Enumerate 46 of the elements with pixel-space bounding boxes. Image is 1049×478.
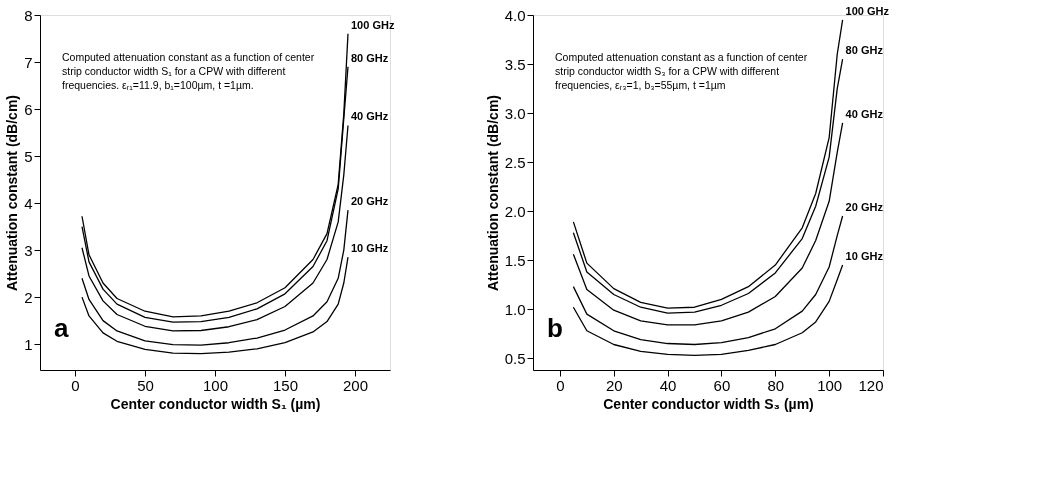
series-label: 80 GHz [845,44,884,57]
annotation: b [547,313,563,343]
y-tick-label: 7 [24,53,33,71]
series-label: 100 GHz [845,4,890,17]
x-tick-label: 200 [342,376,369,394]
y-tick-label: 2.0 [504,202,526,220]
x-axis-title: Center conductor width S₃ (µm) [603,395,814,412]
series-label: 40 GHz [351,110,389,123]
series-label: 40 GHz [845,107,884,120]
y-tick-label: 6 [24,100,33,118]
y-axis-title: Attenuation constant (dB/cm) [484,95,501,291]
x-tick-label: 20 [605,376,623,394]
y-tick-label: 3.0 [504,104,526,122]
annotation: a [54,313,69,343]
y-tick-label: 8 [24,6,33,24]
y-tick-label: 1.5 [504,251,526,269]
x-tick-label: 100 [202,376,229,394]
y-tick-label: 0.5 [504,349,526,367]
annotation: Computed attenuation constant as a function of center strip conductor width S₁ for a CPW with different frequencies. εᵣ₁=11.9, b₁=100µm, t =1µm. [62,51,315,91]
x-tick-label: 0 [556,376,565,394]
y-tick-label: 3 [24,241,33,259]
y-tick-label: 4.0 [504,6,526,24]
y-tick-label: 5 [24,147,33,165]
y-tick-label: 2.5 [504,153,526,171]
x-tick-label: 100 [817,376,843,394]
x-tick-label: 80 [767,376,785,394]
x-tick-label: 150 [272,376,299,394]
series-label: 80 GHz [351,51,389,64]
x-axis-title: Center conductor width S₁ (µm) [110,395,321,412]
y-axis-title: Attenuation constant (dB/cm) [4,95,21,291]
x-tick-label: 0 [71,376,80,394]
series-label: 10 GHz [845,250,884,263]
series-label: 100 GHz [351,18,395,31]
series-label: 20 GHz [351,195,389,208]
y-tick-label: 2 [24,288,33,306]
y-tick-label: 1.0 [504,300,526,318]
series-label: 10 GHz [351,242,389,255]
annotation: Computed attenuation constant as a function of center strip conductor width S₃ for a CPW with different frequencies, εᵣ₃=1, b₃=55µm, t =1µm [555,51,808,91]
series-label: 20 GHz [845,201,884,214]
x-tick-label: 40 [659,376,677,394]
x-tick-label: 60 [713,376,731,394]
y-tick-label: 4 [24,194,33,212]
y-tick-label: 3.5 [504,55,526,73]
x-tick-label: 120 [858,376,884,394]
y-tick-label: 1 [24,335,33,353]
x-tick-label: 50 [137,376,154,394]
